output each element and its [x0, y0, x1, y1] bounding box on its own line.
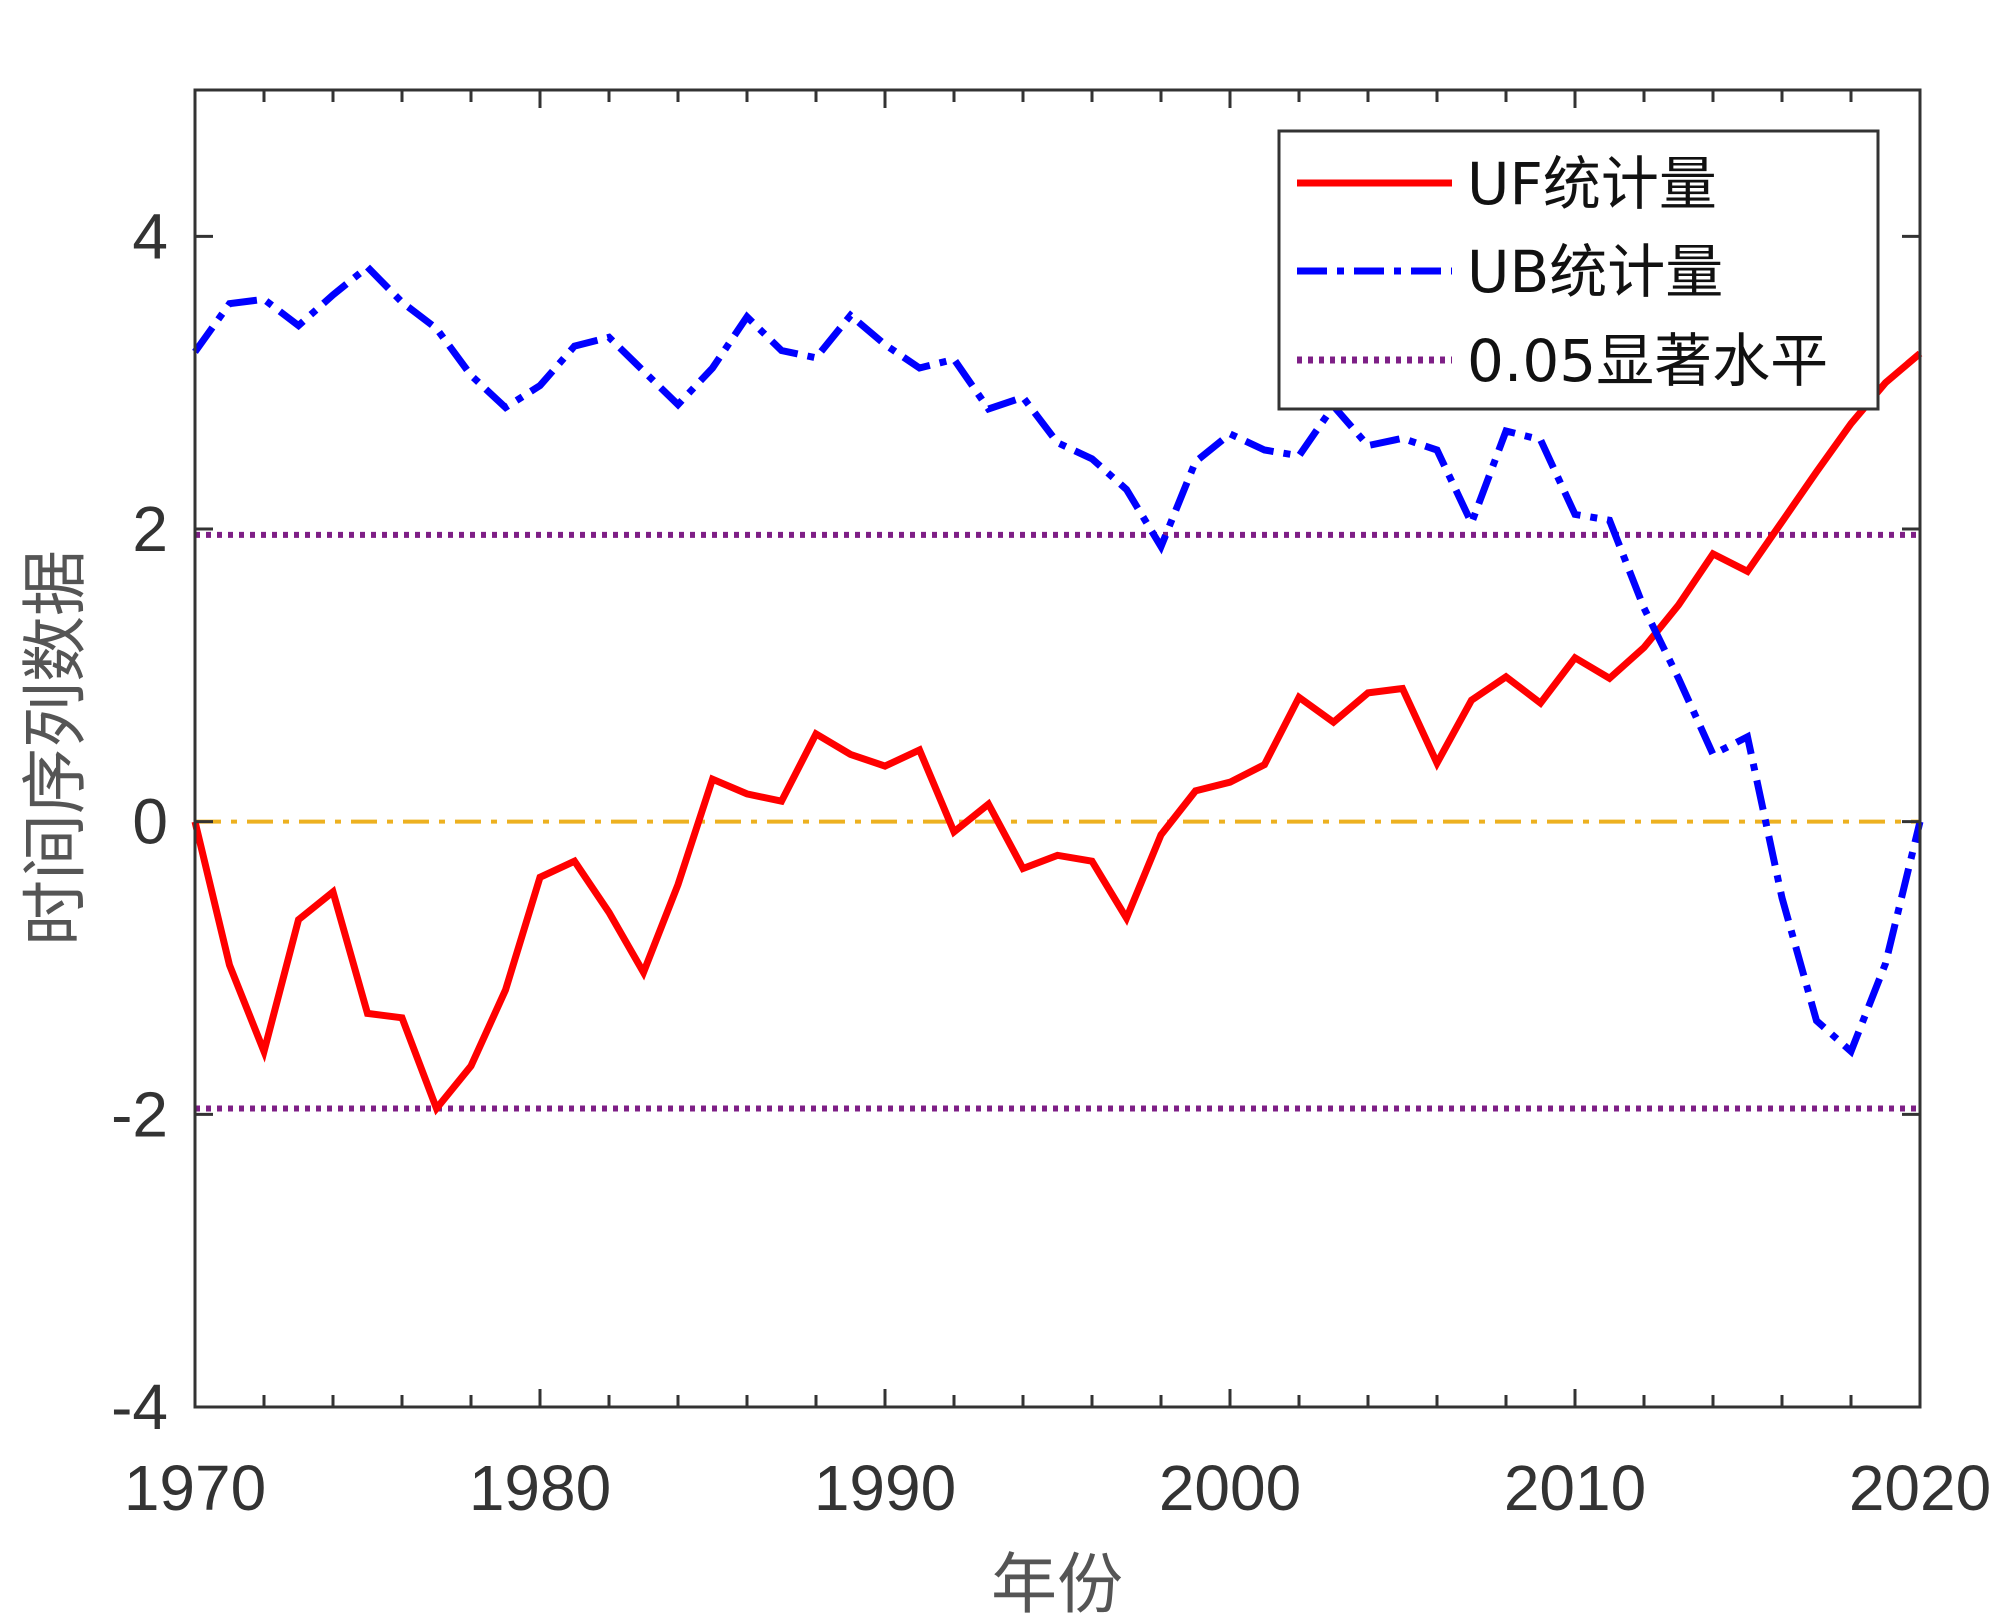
- x-axis-label: 年份: [991, 1546, 1123, 1622]
- x-tick-label-1970: 1970: [124, 1452, 266, 1524]
- y-tick-label-4: 4: [132, 200, 168, 272]
- y-axis-label: 时间序列数据: [17, 550, 94, 946]
- legend-label-significance: 0.05显著水平: [1467, 327, 1828, 395]
- y-tick-label-0: 0: [132, 786, 168, 858]
- series-line-0: [191, 350, 1923, 1116]
- reference-lines: [195, 531, 1920, 1112]
- y-tick-label--2: -2: [111, 1078, 168, 1150]
- legend-label-ub: UB统计量: [1467, 238, 1723, 306]
- legend: UF统计量 UB统计量 0.05显著水平: [1277, 129, 1880, 411]
- series-line-1: [192, 262, 1924, 1058]
- plot-frame: [193, 88, 1922, 1409]
- x-tick-labels: 1970 1980 1990 2000 2010 2020: [124, 1452, 1991, 1524]
- x-tick-label-2010: 2010: [1504, 1452, 1646, 1524]
- axis-ticks: [193, 90, 1922, 1409]
- y-tick-labels: -4 -2 0 2 4: [111, 200, 168, 1443]
- x-tick-label-1980: 1980: [469, 1452, 611, 1524]
- x-tick-label-1990: 1990: [814, 1452, 956, 1524]
- y-tick-label-2: 2: [132, 493, 168, 565]
- x-tick-label-2000: 2000: [1159, 1452, 1301, 1524]
- y-tick-label--4: -4: [111, 1371, 168, 1443]
- legend-label-uf: UF统计量: [1467, 150, 1717, 218]
- x-tick-label-2020: 2020: [1849, 1452, 1991, 1524]
- series-lines: [191, 262, 1924, 1116]
